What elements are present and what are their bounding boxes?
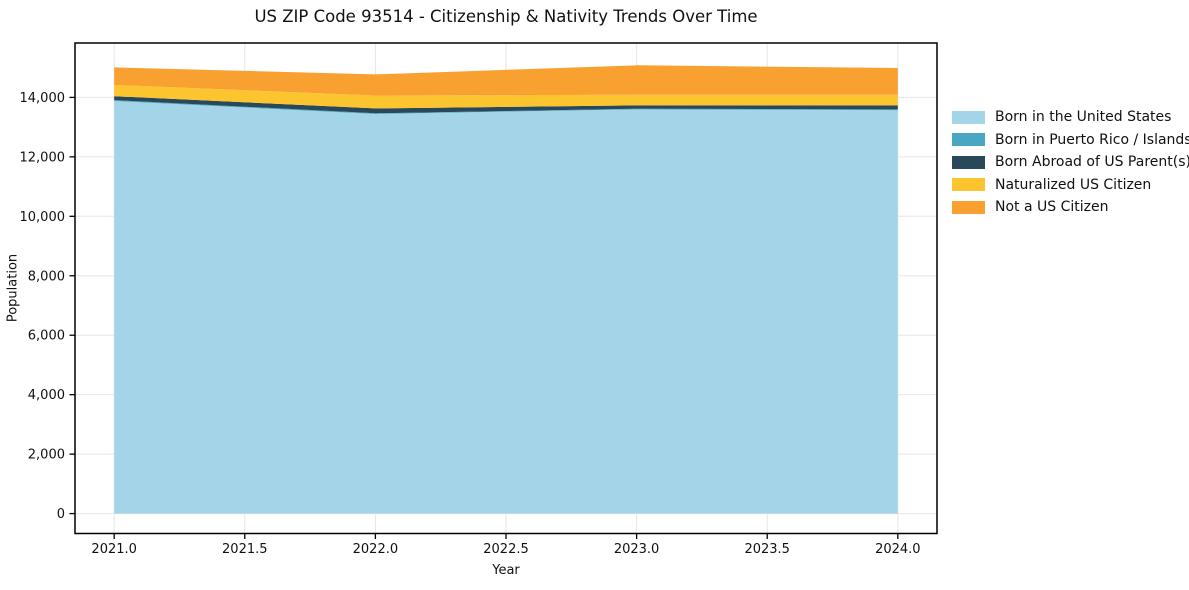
legend-label: Naturalized US Citizen xyxy=(995,176,1152,193)
y-tick-label: 4,000 xyxy=(28,388,65,403)
y-tick-label: 6,000 xyxy=(28,329,65,344)
x-tick-label: 2021.0 xyxy=(91,542,137,557)
legend-swatch xyxy=(952,110,985,124)
stacked-areas xyxy=(114,65,898,514)
legend: Born in the United States Born in Puerto … xyxy=(952,106,1189,219)
x-tick-label: 2022.0 xyxy=(353,542,399,557)
x-axis-label: Year xyxy=(492,563,520,578)
x-tick-label: 2024.0 xyxy=(875,542,921,557)
legend-swatch xyxy=(952,178,985,192)
legend-item: Not a US Citizen xyxy=(952,196,1189,219)
legend-label: Born in Puerto Rico / Islands xyxy=(995,131,1189,148)
area-series-0 xyxy=(114,101,898,514)
y-tick-label: 2,000 xyxy=(28,448,65,463)
area-series-3 xyxy=(114,84,898,109)
legend-label: Not a US Citizen xyxy=(995,199,1109,216)
chart-title: US ZIP Code 93514 - Citizenship & Nativi… xyxy=(254,7,758,26)
area-series-4 xyxy=(114,65,898,96)
area-series-2 xyxy=(114,96,898,114)
legend-swatch xyxy=(952,200,985,214)
area-series-1 xyxy=(114,100,898,114)
legend-label: Born Abroad of US Parent(s) xyxy=(995,154,1189,171)
y-axis-label: Population xyxy=(5,253,21,323)
legend-item: Born in Puerto Rico / Islands xyxy=(952,129,1189,152)
x-tick-label: 2022.5 xyxy=(483,542,529,557)
legend-swatch xyxy=(952,155,985,169)
legend-label: Born in the United States xyxy=(995,109,1172,126)
legend-item: Born in the United States xyxy=(952,106,1189,129)
y-tick-label: 8,000 xyxy=(28,269,65,284)
axis-ticks: 2021.0 2021.5 2022.0 2022.5 2023.0 2023.5 2024… xyxy=(20,91,921,557)
legend-item: Naturalized US Citizen xyxy=(952,174,1189,197)
y-tick-label: 10,000 xyxy=(20,210,66,225)
legend-item: Born Abroad of US Parent(s) xyxy=(952,151,1189,174)
plot-frame xyxy=(74,42,938,535)
x-tick-label: 2021.5 xyxy=(222,542,268,557)
y-tick-label: 14,000 xyxy=(20,91,66,106)
legend-swatch xyxy=(952,133,985,147)
x-tick-label: 2023.0 xyxy=(614,542,660,557)
y-tick-label: 0 xyxy=(57,507,65,522)
y-tick-label: 12,000 xyxy=(20,150,66,165)
x-tick-label: 2023.5 xyxy=(744,542,790,557)
